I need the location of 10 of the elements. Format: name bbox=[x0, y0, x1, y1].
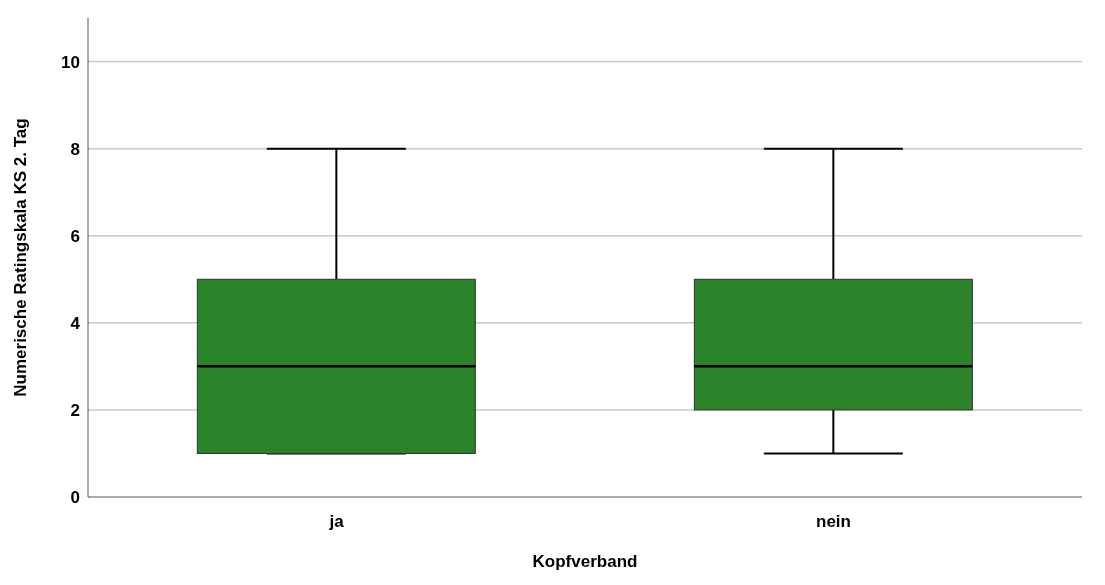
x-tick-label: ja bbox=[328, 512, 345, 532]
y-tick-label: 0 bbox=[70, 488, 80, 508]
y-tick-label: 10 bbox=[61, 52, 80, 72]
y-tick-label: 8 bbox=[70, 139, 80, 159]
y-axis-title: Numerische Ratingskala KS 2. Tag bbox=[11, 118, 31, 397]
x-tick-label: nein bbox=[816, 512, 851, 532]
x-axis-title: Kopfverband bbox=[532, 552, 638, 571]
y-tick-label: 4 bbox=[70, 313, 81, 333]
y-tick-label: 6 bbox=[70, 226, 80, 246]
y-tick-label: 2 bbox=[70, 400, 80, 420]
